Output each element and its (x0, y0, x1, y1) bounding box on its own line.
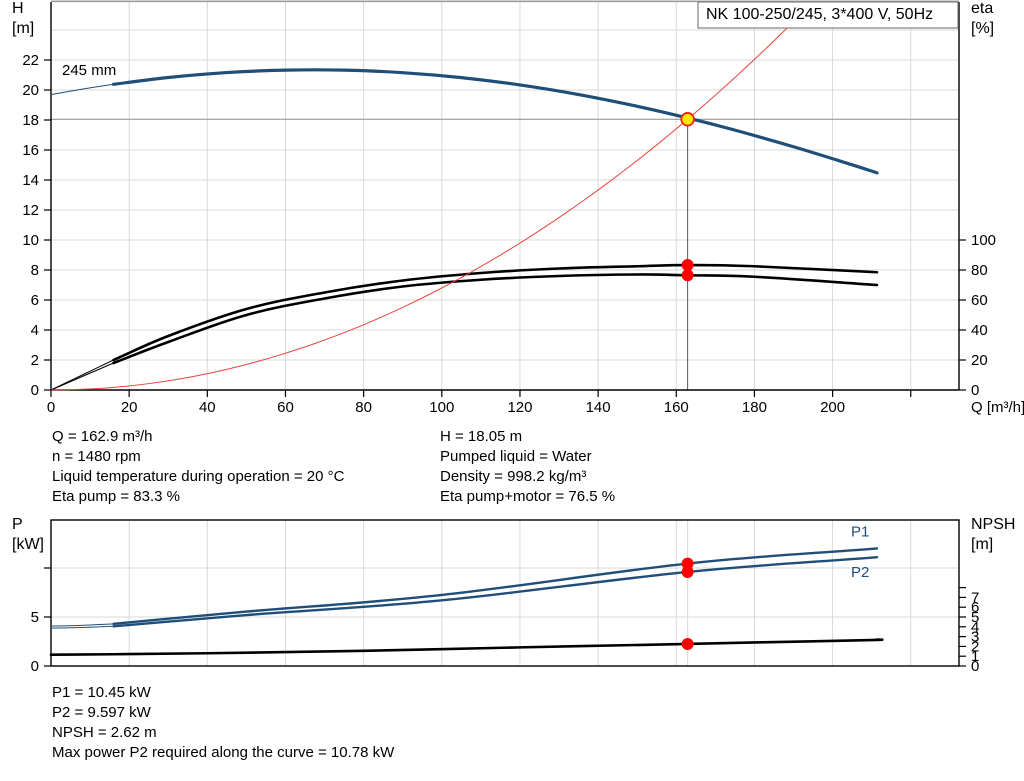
svg-text:100: 100 (971, 232, 996, 249)
svg-text:n = 1480 rpm: n = 1480 rpm (52, 448, 141, 465)
svg-text:[kW]: [kW] (12, 536, 44, 553)
svg-text:Pumped liquid = Water: Pumped liquid = Water (440, 448, 592, 465)
svg-text:140: 140 (586, 399, 611, 416)
svg-text:100: 100 (429, 399, 454, 416)
svg-text:Eta pump = 83.3 %: Eta pump = 83.3 % (52, 488, 180, 505)
svg-text:6: 6 (31, 292, 39, 309)
svg-text:Eta pump+motor = 76.5 %: Eta pump+motor = 76.5 % (440, 488, 615, 505)
svg-text:10: 10 (22, 232, 39, 249)
svg-text:5: 5 (31, 609, 39, 626)
svg-text:Q [m³/h]: Q [m³/h] (971, 399, 1024, 416)
svg-text:NPSH = 2.62 m: NPSH = 2.62 m (52, 724, 157, 741)
svg-text:7: 7 (971, 589, 979, 606)
svg-text:0: 0 (47, 399, 55, 416)
svg-text:P2 = 9.597 kW: P2 = 9.597 kW (52, 704, 152, 721)
svg-text:20: 20 (121, 399, 138, 416)
svg-text:Liquid temperature during oper: Liquid temperature during operation = 20… (52, 468, 345, 485)
svg-text:14: 14 (22, 172, 39, 189)
svg-text:NPSH: NPSH (971, 516, 1015, 533)
svg-text:[m]: [m] (12, 20, 34, 37)
svg-text:H = 18.05 m: H = 18.05 m (440, 428, 522, 445)
svg-text:Density = 998.2 kg/m³: Density = 998.2 kg/m³ (440, 468, 586, 485)
svg-text:P2: P2 (851, 564, 869, 581)
svg-text:2: 2 (31, 352, 39, 369)
svg-text:180: 180 (742, 399, 767, 416)
svg-text:P1: P1 (851, 523, 869, 540)
svg-text:18: 18 (22, 112, 39, 129)
svg-text:eta: eta (971, 0, 993, 17)
svg-text:[%]: [%] (971, 20, 994, 37)
svg-text:40: 40 (971, 322, 988, 339)
svg-text:P1 = 10.45 kW: P1 = 10.45 kW (52, 684, 152, 701)
svg-text:16: 16 (22, 142, 39, 159)
svg-text:20: 20 (22, 82, 39, 99)
svg-text:8: 8 (31, 262, 39, 279)
svg-text:Q = 162.9 m³/h: Q = 162.9 m³/h (52, 428, 152, 445)
svg-text:NK 100-250/245, 3*400 V, 50Hz: NK 100-250/245, 3*400 V, 50Hz (706, 6, 933, 23)
svg-text:12: 12 (22, 202, 39, 219)
svg-text:0: 0 (31, 382, 39, 399)
svg-text:Max power P2 required along th: Max power P2 required along the curve = … (52, 744, 395, 761)
svg-text:0: 0 (971, 382, 979, 399)
svg-text:200: 200 (820, 399, 845, 416)
svg-text:H: H (12, 0, 24, 17)
svg-text:20: 20 (971, 352, 988, 369)
svg-text:40: 40 (199, 399, 216, 416)
svg-text:80: 80 (971, 262, 988, 279)
svg-text:22: 22 (22, 52, 39, 69)
svg-text:245 mm: 245 mm (62, 62, 116, 79)
svg-text:4: 4 (31, 322, 39, 339)
svg-text:80: 80 (355, 399, 372, 416)
svg-text:120: 120 (507, 399, 532, 416)
svg-text:[m]: [m] (971, 536, 993, 553)
svg-text:160: 160 (664, 399, 689, 416)
svg-text:60: 60 (277, 399, 294, 416)
svg-text:60: 60 (971, 292, 988, 309)
svg-text:0: 0 (31, 658, 39, 675)
svg-text:P: P (12, 516, 23, 533)
